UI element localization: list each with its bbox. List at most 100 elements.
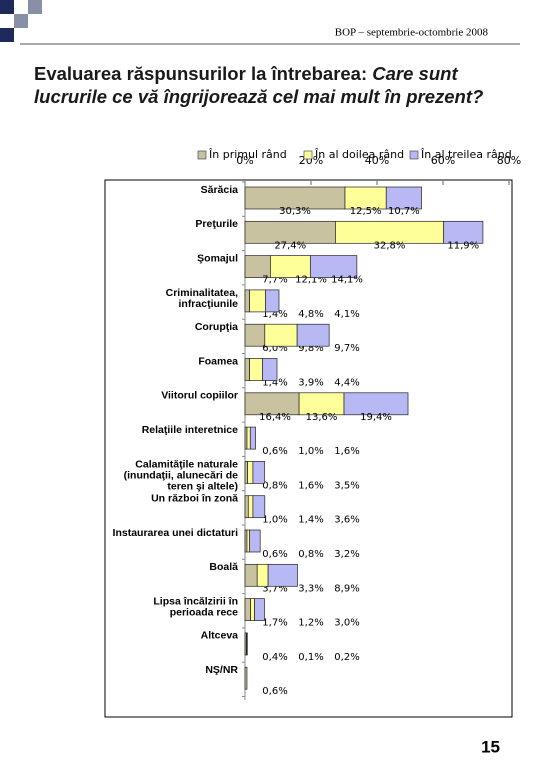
bar-segment bbox=[249, 289, 266, 313]
bar-segment bbox=[256, 563, 269, 587]
value-label: 0,8% bbox=[298, 549, 323, 560]
bar-segment bbox=[254, 598, 265, 621]
value-label: 19,4% bbox=[360, 412, 392, 423]
bar-segment bbox=[252, 461, 265, 484]
category-label: Criminalitatea, infracţiunile bbox=[166, 287, 239, 310]
decoration bbox=[0, 0, 14, 14]
value-label: 0,2% bbox=[334, 652, 359, 663]
legend-label: În al treilea rând bbox=[420, 148, 512, 161]
bar-segment bbox=[249, 358, 263, 381]
value-label: 1,7% bbox=[262, 618, 287, 629]
value-label: 0,1% bbox=[298, 652, 323, 663]
value-label: 0,6% bbox=[262, 549, 287, 560]
bar-segment bbox=[244, 289, 250, 313]
legend-label: În al doilea rând bbox=[314, 148, 404, 161]
plot-frame bbox=[104, 179, 513, 718]
decoration bbox=[28, 0, 42, 14]
category-label: Lipsa încălzirii în perioada rece bbox=[153, 595, 238, 618]
value-label: 7,7% bbox=[262, 275, 287, 286]
value-label: 1,6% bbox=[334, 446, 359, 457]
x-tick-label: 60% bbox=[431, 154, 455, 167]
bar-segment bbox=[252, 495, 266, 519]
category-label-line: infracţiunile bbox=[178, 298, 238, 310]
value-label: 1,4% bbox=[262, 309, 287, 320]
legend-swatch bbox=[303, 150, 313, 160]
value-label: 10,7% bbox=[388, 206, 420, 217]
value-label: 16,4% bbox=[259, 412, 291, 423]
value-label: 32,8% bbox=[374, 240, 406, 251]
bar-segment bbox=[244, 358, 250, 381]
value-label: 13,6% bbox=[306, 412, 338, 423]
bar-segment bbox=[249, 529, 261, 553]
value-label: 4,8% bbox=[298, 309, 323, 320]
value-label: 1,6% bbox=[298, 480, 323, 491]
value-label: 0,4% bbox=[262, 652, 287, 663]
bar-segment bbox=[249, 426, 256, 450]
category-label: Boală bbox=[209, 561, 238, 573]
bar-segment bbox=[246, 632, 248, 656]
value-label: 1,0% bbox=[298, 446, 323, 457]
bar-segment bbox=[309, 255, 358, 278]
bar-segment bbox=[244, 666, 248, 690]
category-label: Relaţiile interetnice bbox=[142, 424, 238, 436]
value-label: 3,5% bbox=[334, 480, 359, 491]
value-label: 14,1% bbox=[331, 275, 363, 286]
decoration bbox=[14, 14, 28, 28]
category-label-line: perioada rece bbox=[170, 606, 238, 618]
bar-segment bbox=[296, 323, 330, 347]
value-label: 1,4% bbox=[262, 378, 287, 389]
bar-segment bbox=[244, 563, 258, 587]
header: BOP – septembrie-octombrie 2008 bbox=[335, 27, 489, 39]
value-label: 11,9% bbox=[447, 240, 479, 251]
category-label-line: Criminalitatea, bbox=[166, 287, 238, 299]
bar-segment bbox=[247, 495, 254, 519]
value-label: 1,4% bbox=[298, 515, 323, 526]
value-label: 27,4% bbox=[274, 240, 306, 251]
value-label: 4,1% bbox=[334, 309, 359, 320]
value-label: 3,3% bbox=[298, 583, 323, 594]
value-label: 4,4% bbox=[334, 378, 359, 389]
value-label: 9,7% bbox=[334, 343, 359, 354]
value-label: 3,2% bbox=[334, 549, 359, 560]
category-label: Un război în zonă bbox=[151, 492, 238, 504]
bar-segment bbox=[264, 323, 298, 347]
category-label: Foamea bbox=[198, 355, 238, 367]
bar-segment bbox=[443, 220, 484, 244]
bar-segment bbox=[250, 598, 255, 621]
category-label: Altceva bbox=[201, 630, 239, 642]
value-label: 3,7% bbox=[262, 583, 287, 594]
category-label: Şomajul bbox=[197, 252, 238, 264]
bar-segment bbox=[262, 358, 278, 381]
value-label: 1,0% bbox=[262, 515, 287, 526]
title-text: Evaluarea răspunsurilor la întrebarea: bbox=[34, 63, 368, 84]
value-label: 0,6% bbox=[262, 686, 287, 697]
value-label: 3,6% bbox=[334, 515, 359, 526]
value-label: 3,9% bbox=[298, 378, 323, 389]
category-label: Sărăcia bbox=[201, 184, 239, 196]
bar-segment bbox=[247, 461, 254, 484]
category-label-line: Lipsa încălzirii în bbox=[153, 595, 238, 607]
value-label: 6,0% bbox=[262, 343, 287, 354]
x-tick-label: 40% bbox=[365, 154, 389, 167]
category-label: Instaurarea unei dictaturi bbox=[113, 527, 239, 539]
category-label: Calamităţile naturale (inundaţii, alunecă… bbox=[124, 458, 239, 492]
category-label: NŞ/NR bbox=[205, 664, 238, 676]
category-label: Corupţia bbox=[195, 321, 238, 333]
value-label: 30,3% bbox=[279, 206, 311, 217]
bar-segment bbox=[265, 289, 280, 313]
value-label: 0,8% bbox=[262, 480, 287, 491]
category-label-line: teren şi altele) bbox=[167, 480, 238, 492]
decoration bbox=[0, 28, 14, 42]
category-label-line: (inundaţii, alunecări de bbox=[124, 469, 239, 481]
legend-label: În primul rând bbox=[208, 148, 287, 161]
bar-segment bbox=[246, 426, 251, 450]
bar-segment bbox=[244, 598, 251, 621]
category-label: Viitorul copiilor bbox=[161, 390, 238, 402]
value-label: 9,8% bbox=[298, 343, 323, 354]
x-tick-label: 0% bbox=[236, 154, 253, 167]
x-tick-label: 80% bbox=[497, 154, 521, 167]
page-number: 15 bbox=[481, 737, 500, 756]
title: Evaluarea răspunsurilor la întrebarea: C… bbox=[34, 62, 514, 108]
value-label: 12,1% bbox=[295, 275, 327, 286]
